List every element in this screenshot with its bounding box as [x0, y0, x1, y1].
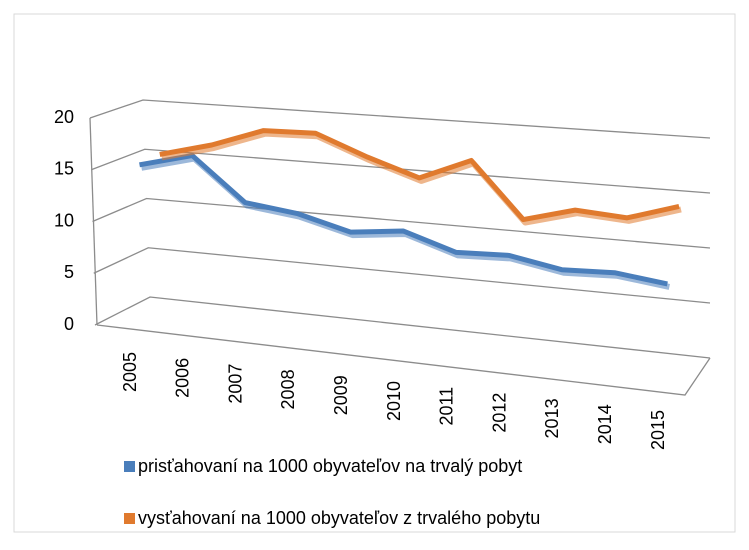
x-tick-label: 2013: [542, 398, 562, 438]
y-tick-label: 5: [64, 262, 74, 282]
x-tick-label: 2009: [331, 375, 351, 415]
legend-label: prisťahovaní na 1000 obyvateľov na trval…: [138, 456, 522, 476]
series-line-shadow: [161, 130, 682, 226]
x-tick-label: 2015: [648, 410, 668, 450]
x-tick-label: 2010: [384, 381, 404, 421]
legend-label: vysťahovaní na 1000 obyvateľov z trvaléh…: [138, 508, 540, 528]
series-line: [159, 128, 680, 223]
grid-line: [93, 247, 711, 304]
x-tick-label: 2008: [278, 369, 298, 409]
x-tick-label: 2006: [173, 358, 193, 398]
x-tick-label: 2005: [120, 352, 140, 392]
y-tick-label: 10: [54, 210, 74, 230]
grid-line: [94, 296, 711, 359]
x-tick-label: 2012: [489, 393, 509, 433]
series-line: [139, 153, 668, 287]
x-tick-label: 2011: [437, 387, 457, 426]
y-tick-label: 0: [64, 314, 74, 334]
y-tick-label: 20: [54, 107, 74, 127]
grid-line: [91, 148, 711, 194]
x-tick-label: 2007: [225, 364, 245, 404]
floor-edge: [96, 324, 711, 396]
x-tick-label: 2014: [595, 404, 615, 444]
grid-line: [89, 99, 711, 139]
legend-swatch: [124, 461, 135, 472]
legend-swatch: [124, 513, 135, 524]
y-tick-label: 15: [54, 159, 74, 179]
grid-line: [92, 197, 711, 249]
